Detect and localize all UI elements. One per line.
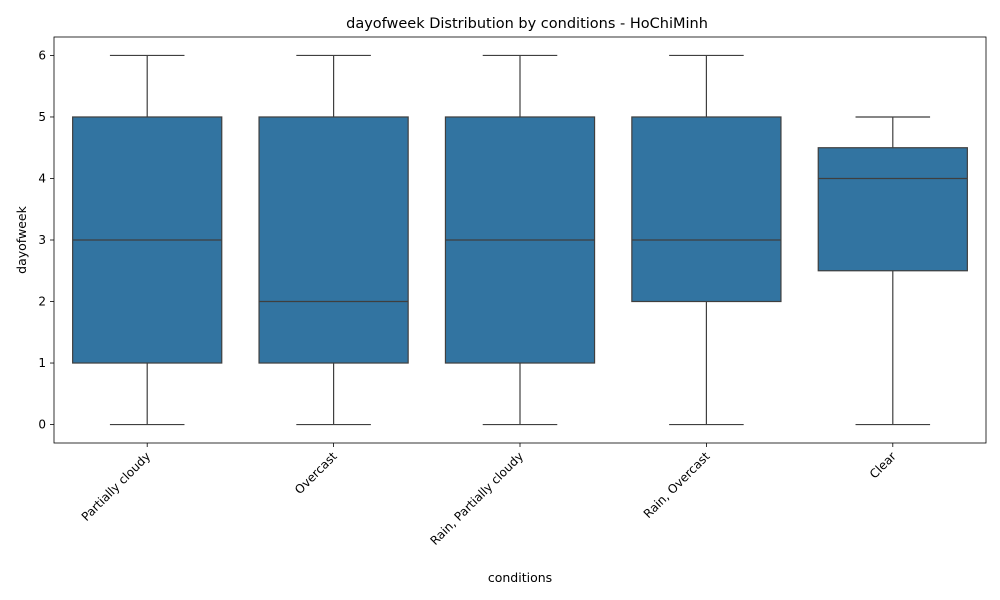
- box-group: [817, 116, 968, 426]
- y-tick-label: 4: [38, 171, 46, 185]
- y-tick-label: 1: [38, 356, 46, 370]
- box-group: [72, 54, 223, 426]
- y-axis: 0 1 2 3 4 5 6: [38, 48, 54, 432]
- y-axis-label: dayofweek: [14, 205, 29, 273]
- y-tick-label: 2: [38, 295, 46, 309]
- plot-area: [72, 54, 968, 426]
- box-group: [631, 54, 782, 426]
- x-axis-label: conditions: [488, 570, 552, 585]
- box-group: [444, 54, 596, 426]
- iqr-box: [258, 116, 409, 364]
- y-tick-label: 3: [38, 233, 46, 247]
- chart-title: dayofweek Distribution by conditions - H…: [346, 16, 708, 32]
- iqr-box: [817, 147, 968, 272]
- y-tick-label: 5: [38, 110, 46, 124]
- iqr-box: [631, 116, 782, 303]
- box-group: [258, 54, 409, 426]
- y-tick-label: 6: [38, 48, 46, 62]
- y-tick-label: 0: [38, 418, 46, 432]
